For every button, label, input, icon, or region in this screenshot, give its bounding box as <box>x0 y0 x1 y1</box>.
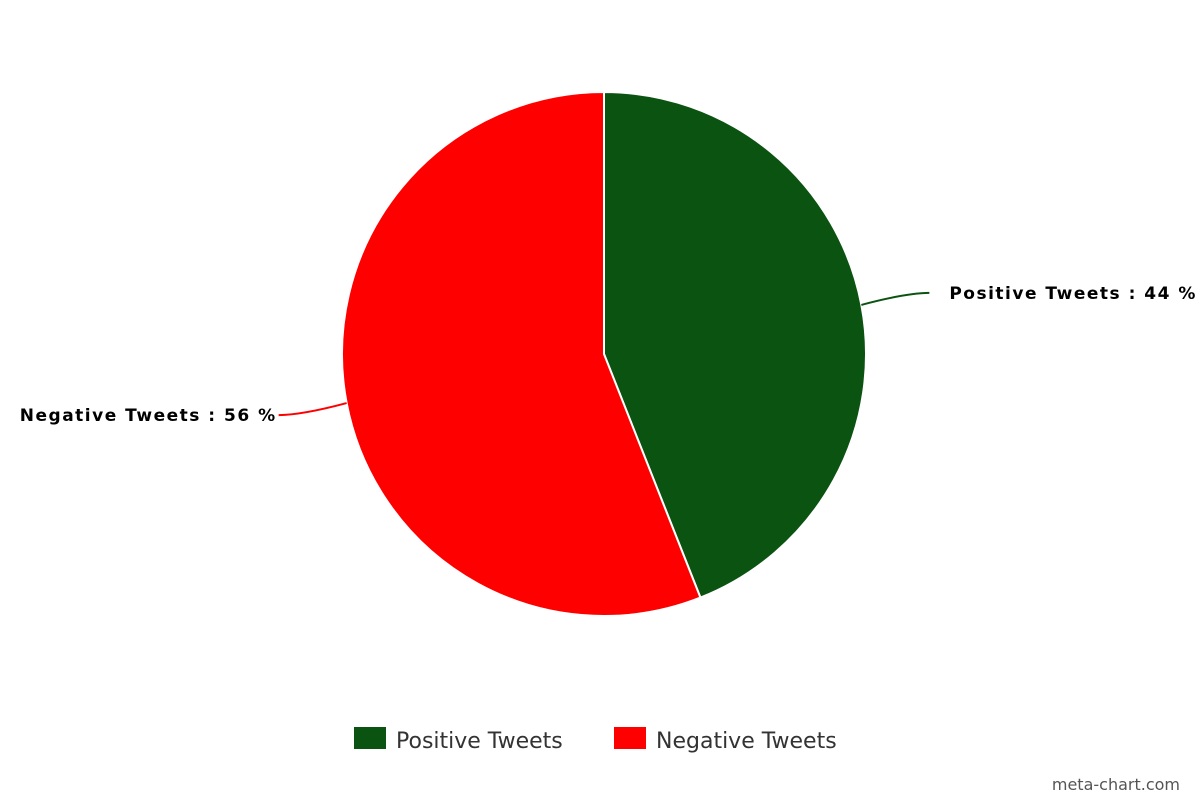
pie-slice-positive-tweets[interactable] <box>603 90 867 599</box>
leader-lines <box>278 291 930 417</box>
legend: Positive Tweets Negative Tweets <box>354 727 837 754</box>
leader-line-negative-tweets <box>278 402 347 417</box>
legend-item-positive[interactable]: Positive Tweets <box>354 727 563 754</box>
slice-labels: Positive Tweets : 44 % Negative Tweets : … <box>20 284 1197 426</box>
legend-item-negative[interactable]: Negative Tweets <box>614 727 837 754</box>
slice-label-positive-tweets: Positive Tweets : 44 % <box>949 284 1197 304</box>
pie-slices <box>341 90 867 617</box>
credit-text[interactable]: meta-chart.com <box>1052 775 1180 794</box>
legend-label-positive: Positive Tweets <box>396 729 563 754</box>
leader-line-positive-tweets <box>861 291 930 306</box>
slice-label-negative-tweets: Negative Tweets : 56 % <box>20 406 277 426</box>
legend-swatch-negative <box>614 727 646 749</box>
legend-swatch-positive <box>354 727 386 749</box>
pie-slice-negative-tweets[interactable] <box>341 90 702 617</box>
legend-label-negative: Negative Tweets <box>656 729 837 754</box>
